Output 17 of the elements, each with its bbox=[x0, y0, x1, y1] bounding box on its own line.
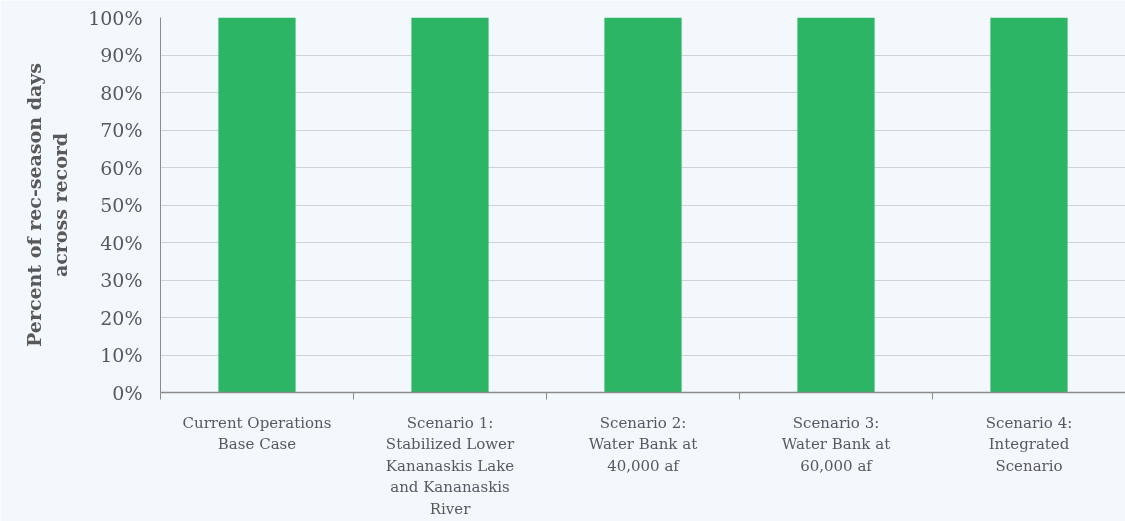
x-tick-label: Current Operations Base Case bbox=[182, 413, 332, 454]
y-tick-label: 40% bbox=[100, 231, 143, 254]
x-tick-label: Scenario 2: Water Bank at 40,000 af bbox=[588, 413, 698, 475]
y-tick-label: 10% bbox=[100, 344, 143, 366]
y-tick-label: 20% bbox=[100, 306, 143, 329]
y-tick-label: 90% bbox=[100, 44, 143, 66]
x-tick-label: Scenario 3: Water Bank at 60,000 af bbox=[781, 413, 891, 475]
y-tick-label: 70% bbox=[100, 119, 143, 141]
y-tick-label: 100% bbox=[88, 6, 143, 29]
y-tick-label: 60% bbox=[100, 156, 143, 179]
y-tick-label: 80% bbox=[100, 81, 143, 104]
y-tick-label: 50% bbox=[100, 194, 143, 216]
x-tick-label: Scenario 4: Integrated Scenario bbox=[985, 413, 1073, 475]
y-tick-label: 30% bbox=[100, 269, 143, 291]
y-tick-label: 0% bbox=[112, 381, 143, 404]
y-axis-title: Percent of rec-season days across record bbox=[22, 63, 72, 347]
x-tick-label: Scenario 1: Stabilized Lower Kananaskis Lake and Kananaskis River bbox=[385, 413, 515, 518]
